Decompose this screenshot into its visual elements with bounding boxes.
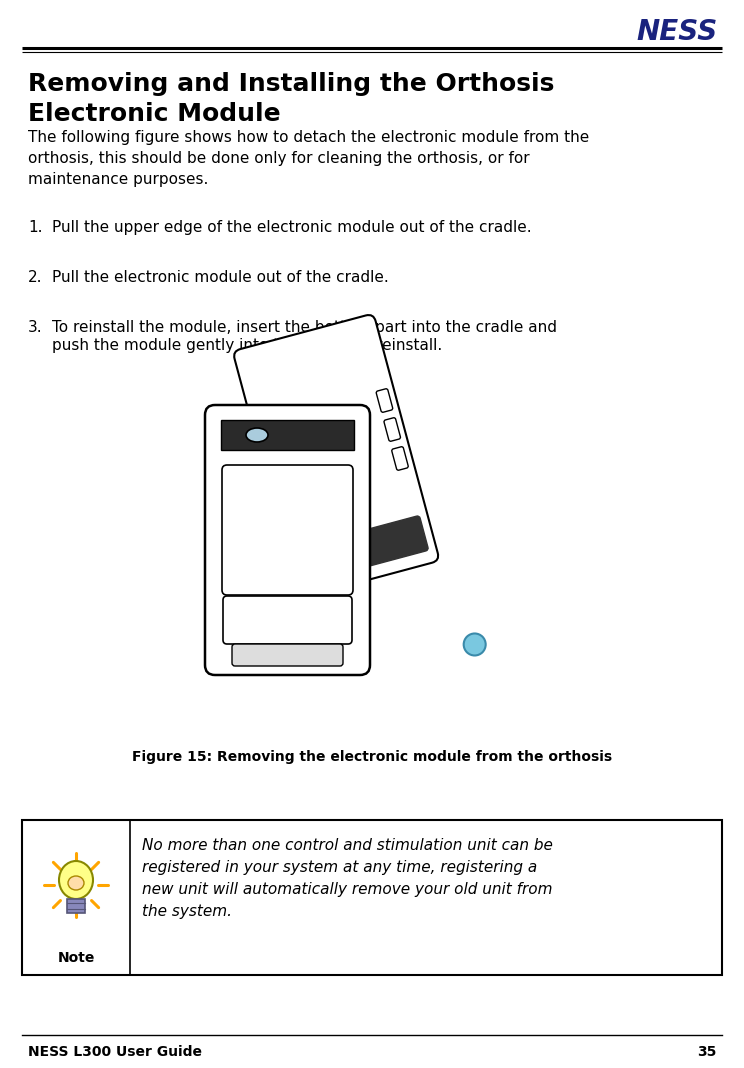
Text: the system.: the system. bbox=[142, 904, 232, 918]
Text: NESS: NESS bbox=[637, 18, 718, 46]
FancyBboxPatch shape bbox=[384, 418, 400, 441]
FancyBboxPatch shape bbox=[232, 644, 343, 666]
Text: Electronic Module: Electronic Module bbox=[28, 103, 280, 126]
Text: 3.: 3. bbox=[28, 320, 42, 335]
Text: Pull the upper edge of the electronic module out of the cradle.: Pull the upper edge of the electronic mo… bbox=[52, 220, 532, 235]
Bar bbox=[67, 899, 85, 913]
Bar bbox=[221, 420, 354, 450]
FancyBboxPatch shape bbox=[295, 516, 428, 583]
Text: Pull the electronic module out of the cradle.: Pull the electronic module out of the cr… bbox=[52, 270, 389, 285]
FancyBboxPatch shape bbox=[223, 596, 352, 644]
FancyBboxPatch shape bbox=[376, 389, 393, 412]
FancyBboxPatch shape bbox=[392, 446, 408, 470]
Bar bbox=[22, 820, 722, 975]
Text: Removing and Installing the Orthosis: Removing and Installing the Orthosis bbox=[28, 72, 554, 96]
FancyBboxPatch shape bbox=[222, 465, 353, 595]
Text: Figure 15: Removing the electronic module from the orthosis: Figure 15: Removing the electronic modul… bbox=[132, 750, 612, 764]
Text: new unit will automatically remove your old unit from: new unit will automatically remove your … bbox=[142, 882, 553, 897]
Text: The following figure shows how to detach the electronic module from the
orthosis: The following figure shows how to detach… bbox=[28, 130, 589, 187]
Text: No more than one control and stimulation unit can be: No more than one control and stimulation… bbox=[142, 838, 553, 853]
Text: 2.: 2. bbox=[28, 270, 42, 285]
Text: To reinstall the module, insert the bottom part into the cradle and: To reinstall the module, insert the bott… bbox=[52, 320, 557, 335]
Circle shape bbox=[464, 633, 486, 656]
Ellipse shape bbox=[59, 861, 93, 899]
Text: 1.: 1. bbox=[28, 220, 42, 235]
Text: 35: 35 bbox=[696, 1045, 716, 1059]
Text: NESS L300 User Guide: NESS L300 User Guide bbox=[28, 1045, 202, 1059]
Text: push the module gently into the cradle to reinstall.: push the module gently into the cradle t… bbox=[52, 337, 442, 354]
FancyBboxPatch shape bbox=[234, 315, 438, 597]
Text: Note: Note bbox=[57, 951, 94, 965]
Text: registered in your system at any time, registering a: registered in your system at any time, r… bbox=[142, 860, 537, 875]
Ellipse shape bbox=[246, 428, 268, 442]
Ellipse shape bbox=[68, 876, 84, 890]
FancyBboxPatch shape bbox=[205, 405, 370, 675]
